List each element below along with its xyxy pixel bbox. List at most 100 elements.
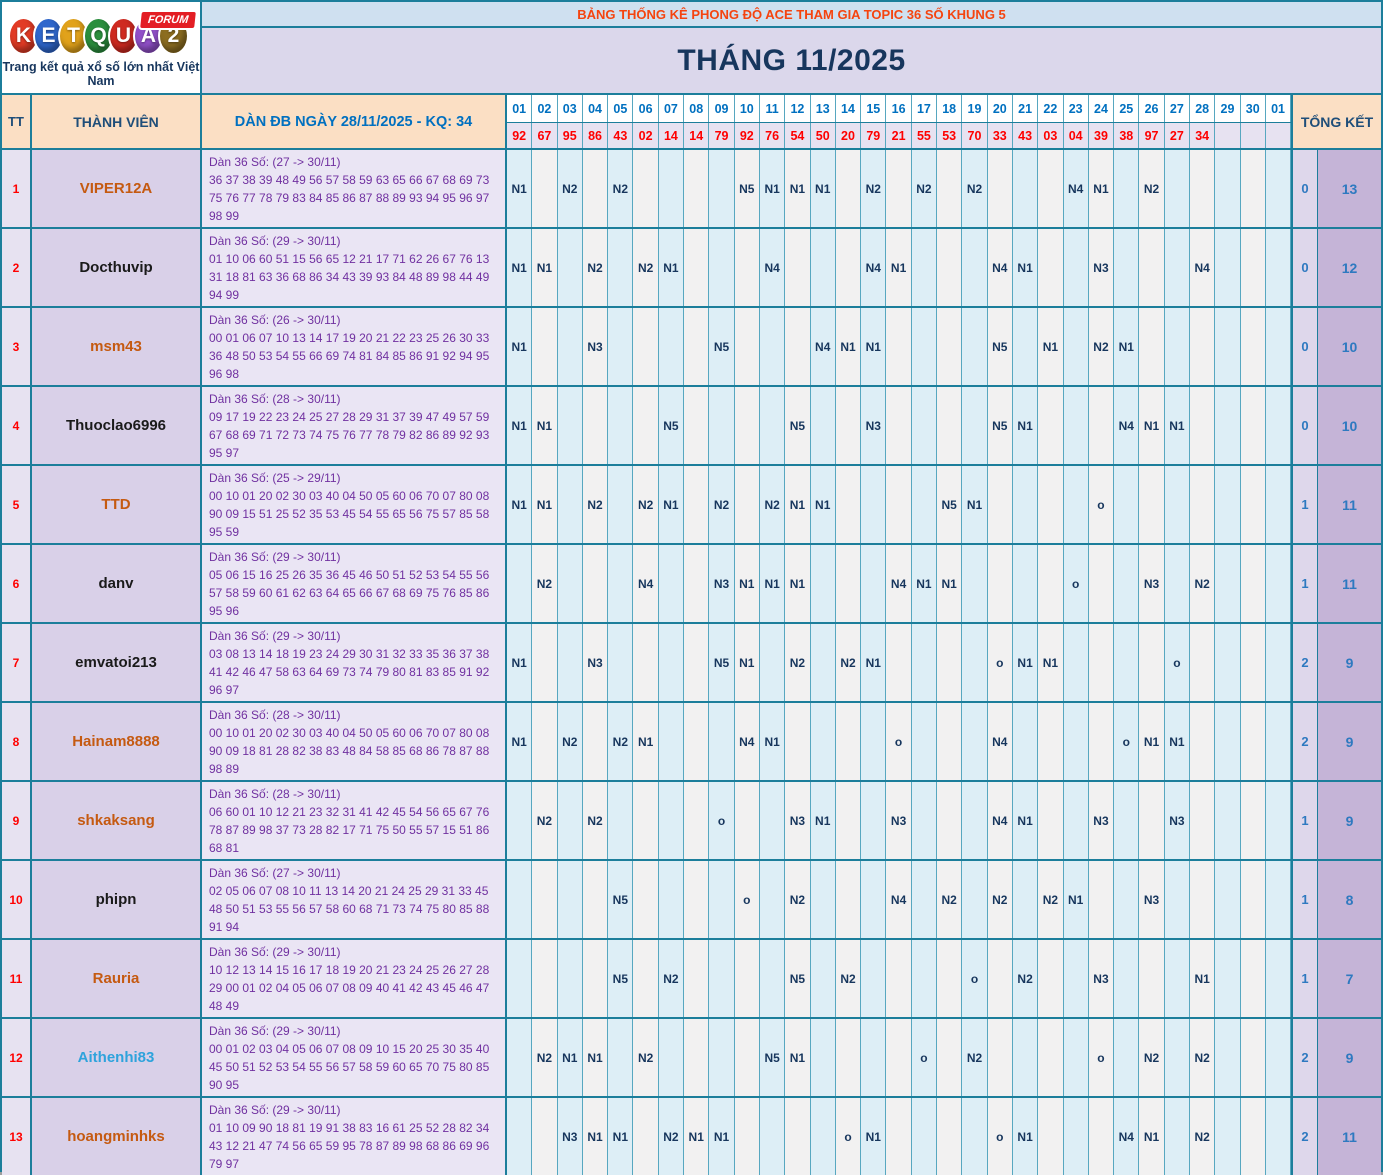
day-header-cell: 16 bbox=[886, 95, 912, 122]
day-mark-cell bbox=[684, 703, 710, 780]
total-hit-count: 9 bbox=[1317, 624, 1381, 701]
day-mark-cell bbox=[658, 308, 685, 385]
day-mark-cell: N1 bbox=[1190, 940, 1216, 1017]
day-mark-cell: N5 bbox=[709, 624, 735, 701]
day-mark-cell bbox=[962, 229, 988, 306]
day-mark-cell: N1 bbox=[861, 624, 887, 701]
day-mark-cell bbox=[987, 1019, 1013, 1096]
total-miss-count: 1 bbox=[1291, 782, 1317, 859]
day-mark-cell bbox=[962, 624, 988, 701]
day-mark-cell bbox=[507, 1098, 533, 1175]
logo-letter: T bbox=[58, 17, 89, 55]
day-mark-cell: N1 bbox=[1038, 308, 1064, 385]
member-row: 7 emvatoi213 Dàn 36 Số: (29 -> 30/11) 03 08… bbox=[2, 624, 1381, 703]
dan-cell: Dàn 36 Số: (28 -> 30/11) 09 17 19 22 23 2… bbox=[202, 387, 507, 464]
day-mark-cell bbox=[709, 150, 735, 227]
day-header-cell: 17 bbox=[912, 95, 938, 122]
day-mark-cell bbox=[911, 1098, 938, 1175]
day-mark-cell: N3 bbox=[1088, 229, 1115, 306]
total-hit-count: 9 bbox=[1317, 703, 1381, 780]
day-mark-cells: N1 N2 N2 N1 N4 N1 o N4 o N1 N1 bbox=[507, 703, 1292, 780]
day-mark-cell bbox=[1265, 624, 1292, 701]
day-mark-cell bbox=[734, 387, 760, 464]
day-mark-cell: N1 bbox=[962, 466, 988, 543]
day-header-cell: 07 bbox=[659, 95, 685, 122]
day-mark-cell bbox=[1190, 466, 1216, 543]
day-mark-cell bbox=[1012, 545, 1039, 622]
day-result-cell: 67 bbox=[532, 123, 558, 148]
day-mark-cells: N2 N2 o N3 N1 N3 N4 N1 N3 N3 bbox=[507, 782, 1292, 859]
day-mark-cell bbox=[759, 1098, 786, 1175]
day-mark-cell: N5 bbox=[734, 150, 760, 227]
day-mark-cell bbox=[861, 703, 887, 780]
day-mark-cell bbox=[1190, 150, 1216, 227]
day-mark-cell bbox=[507, 1019, 533, 1096]
dan-numbers: 02 05 06 07 08 10 11 13 14 20 21 24 25 2… bbox=[209, 884, 490, 934]
day-mark-cell bbox=[785, 308, 811, 385]
day-mark-cell bbox=[532, 624, 558, 701]
day-mark-cell bbox=[532, 940, 558, 1017]
day-mark-cell bbox=[1139, 624, 1165, 701]
day-mark-cell bbox=[759, 940, 786, 1017]
day-mark-cells: N1 N1 N2 N2 N1 N4 N4 N1 N4 N1 N3 N4 bbox=[507, 229, 1292, 306]
day-mark-cell: N1 bbox=[608, 1098, 634, 1175]
day-mark-cell: N1 bbox=[582, 1098, 609, 1175]
day-mark-cell: N1 bbox=[1012, 624, 1039, 701]
day-header-cell: 06 bbox=[633, 95, 659, 122]
day-mark-cell: N4 bbox=[759, 229, 786, 306]
day-mark-cell bbox=[734, 466, 760, 543]
day-mark-cell: N3 bbox=[1088, 940, 1115, 1017]
day-mark-cell bbox=[810, 624, 836, 701]
member-row: 13 hoangminhks Dàn 36 Số: (29 -> 30/11) 01 … bbox=[2, 1098, 1381, 1175]
day-mark-cell: N1 bbox=[658, 229, 685, 306]
day-mark-cell: N4 bbox=[987, 229, 1013, 306]
day-mark-cell: N1 bbox=[734, 624, 760, 701]
day-mark-cell: N2 bbox=[1139, 1019, 1165, 1096]
member-name: Aithenhi83 bbox=[32, 1019, 202, 1096]
dan-title: Dàn 36 Số: (29 -> 30/11) bbox=[209, 629, 341, 643]
member-name: phipn bbox=[32, 861, 202, 938]
day-result-cell bbox=[1215, 123, 1241, 148]
day-mark-cell bbox=[911, 624, 938, 701]
dan-cell: Dàn 36 Số: (29 -> 30/11) 01 10 06 60 51 1… bbox=[202, 229, 507, 306]
day-mark-cell bbox=[684, 782, 710, 859]
day-mark-cell bbox=[507, 940, 533, 1017]
day-mark-cell bbox=[1114, 229, 1140, 306]
day-mark-cell bbox=[1012, 1019, 1039, 1096]
day-mark-cell bbox=[684, 940, 710, 1017]
day-mark-cell bbox=[507, 861, 533, 938]
dan-cell: Dàn 36 Số: (28 -> 30/11) 06 60 01 10 12 2… bbox=[202, 782, 507, 859]
day-mark-cell bbox=[1240, 1098, 1266, 1175]
day-mark-cell bbox=[962, 545, 988, 622]
day-mark-cell bbox=[1088, 703, 1115, 780]
day-mark-cell bbox=[1215, 624, 1241, 701]
day-mark-cell bbox=[911, 703, 938, 780]
day-mark-cell bbox=[658, 150, 685, 227]
day-mark-cell: N1 bbox=[1164, 703, 1191, 780]
day-header-cell: 21 bbox=[1013, 95, 1039, 122]
member-name: Docthuvip bbox=[32, 229, 202, 306]
day-header-cell: 23 bbox=[1064, 95, 1089, 122]
day-mark-cell: N2 bbox=[835, 624, 862, 701]
day-mark-cell: N3 bbox=[1139, 861, 1165, 938]
day-mark-cell: N2 bbox=[658, 940, 685, 1017]
day-result-cell: 20 bbox=[836, 123, 862, 148]
day-header-cell: 01 bbox=[1266, 95, 1292, 122]
day-mark-cell bbox=[582, 861, 609, 938]
day-mark-cell bbox=[709, 387, 735, 464]
day-mark-cell bbox=[759, 387, 786, 464]
day-mark-cell bbox=[1190, 861, 1216, 938]
day-mark-cell bbox=[962, 1098, 988, 1175]
day-mark-cell: N1 bbox=[911, 545, 938, 622]
day-header-cell: 29 bbox=[1215, 95, 1241, 122]
day-mark-cell bbox=[759, 782, 786, 859]
day-mark-cell bbox=[658, 861, 685, 938]
day-mark-cell: N2 bbox=[987, 861, 1013, 938]
day-mark-cell: N2 bbox=[962, 1019, 988, 1096]
day-mark-cell bbox=[835, 545, 862, 622]
day-mark-cell bbox=[1063, 703, 1089, 780]
day-mark-cell bbox=[1114, 150, 1140, 227]
day-mark-cell: N2 bbox=[709, 466, 735, 543]
day-mark-cell: N1 bbox=[1139, 387, 1165, 464]
